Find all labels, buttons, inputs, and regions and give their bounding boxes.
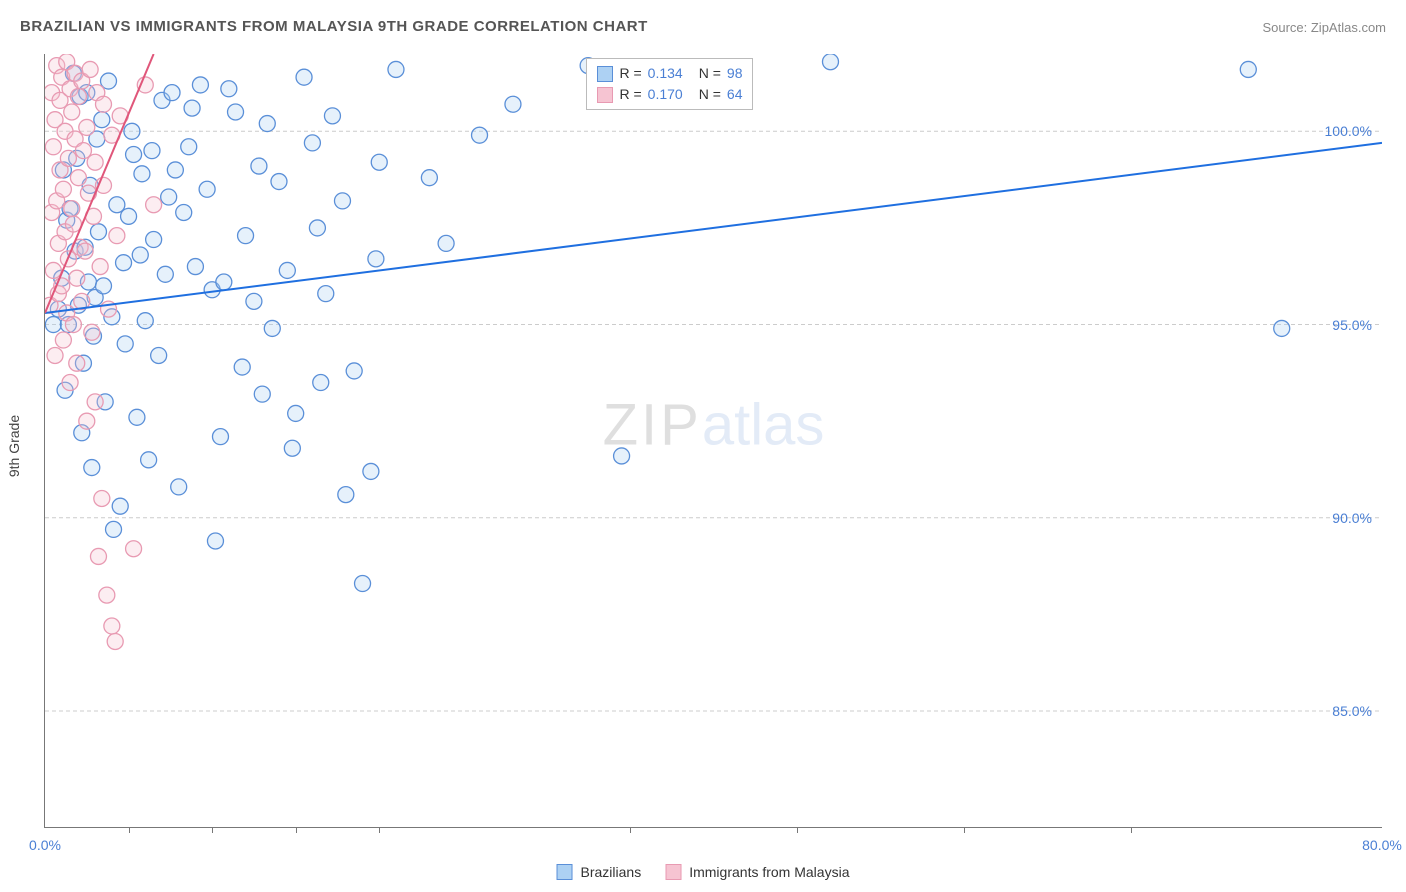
legend-item: Immigrants from Malaysia xyxy=(665,864,849,880)
legend-r-value: 0.170 xyxy=(648,84,683,105)
legend-label: Immigrants from Malaysia xyxy=(689,864,849,880)
legend-n-label: N = xyxy=(699,63,721,84)
x-tick-mark xyxy=(129,827,130,833)
legend-row: R = 0.170 N = 64 xyxy=(597,84,742,105)
x-tick-mark xyxy=(296,827,297,833)
x-tick-label: 0.0% xyxy=(29,837,61,853)
legend-swatch xyxy=(557,864,573,880)
chart-title: BRAZILIAN VS IMMIGRANTS FROM MALAYSIA 9T… xyxy=(20,18,648,35)
legend-swatch xyxy=(665,864,681,880)
x-tick-mark xyxy=(379,827,380,833)
legend-r-label: R = xyxy=(619,63,641,84)
legend-r-value: 0.134 xyxy=(648,63,683,84)
series-legend: Brazilians Immigrants from Malaysia xyxy=(557,864,850,880)
y-tick-label: 90.0% xyxy=(1332,510,1372,526)
legend-r-label: R = xyxy=(619,84,641,105)
legend-swatch xyxy=(597,66,613,82)
chart-svg xyxy=(45,54,1382,827)
legend-row: R = 0.134 N = 98 xyxy=(597,63,742,84)
x-tick-mark xyxy=(630,827,631,833)
y-tick-label: 95.0% xyxy=(1332,317,1372,333)
chart-plot-area: ZIPatlas 85.0%90.0%95.0%100.0%0.0%80.0% … xyxy=(44,54,1382,828)
y-tick-label: 85.0% xyxy=(1332,703,1372,719)
x-tick-mark xyxy=(964,827,965,833)
legend-swatch xyxy=(597,87,613,103)
y-axis-label: 9th Grade xyxy=(6,415,22,477)
legend-n-label: N = xyxy=(699,84,721,105)
legend-label: Brazilians xyxy=(581,864,642,880)
x-tick-mark xyxy=(212,827,213,833)
correlation-legend: R = 0.134 N = 98 R = 0.170 N = 64 xyxy=(586,58,753,110)
legend-n-value: 98 xyxy=(727,63,743,84)
source-label: Source: ZipAtlas.com xyxy=(1262,20,1386,35)
x-tick-label: 80.0% xyxy=(1362,837,1402,853)
x-tick-mark xyxy=(1131,827,1132,833)
y-tick-label: 100.0% xyxy=(1325,123,1372,139)
x-tick-mark xyxy=(797,827,798,833)
legend-n-value: 64 xyxy=(727,84,743,105)
legend-item: Brazilians xyxy=(557,864,642,880)
